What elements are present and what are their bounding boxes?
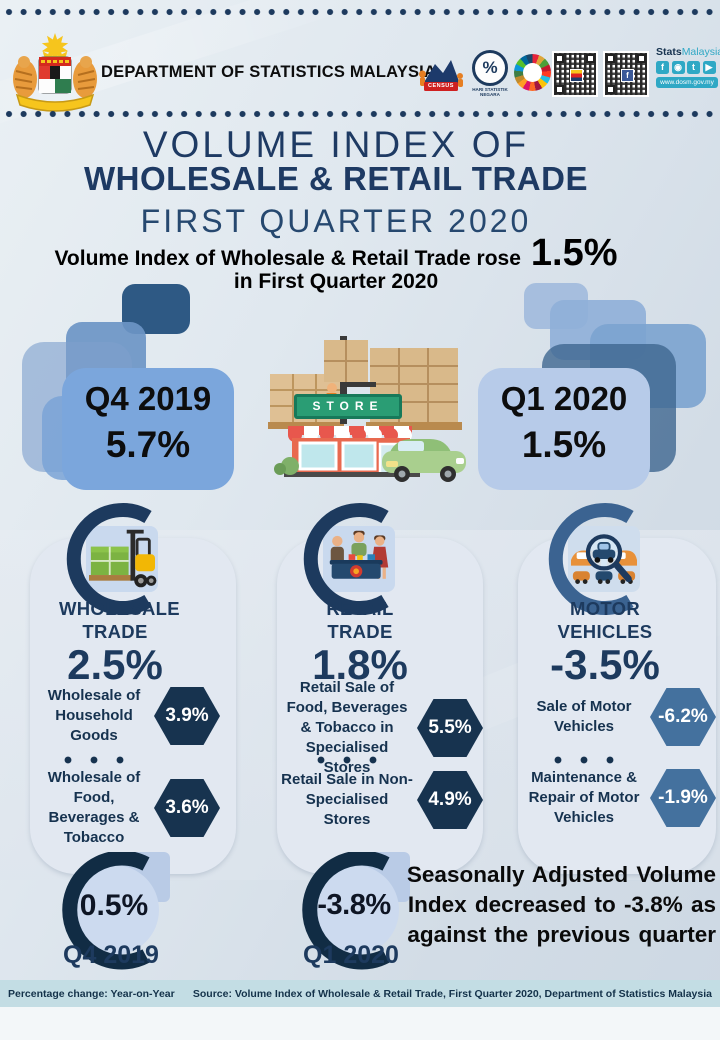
headline: Volume Index of Wholesale & Retail Trade…	[0, 232, 672, 275]
ring-arc	[303, 503, 389, 615]
sub-row: Wholesale of Household Goods 3.9%	[38, 686, 220, 746]
facebook-chip-icon: f	[621, 69, 634, 82]
quarter-box-q1-2020: Q1 2020 1.5%	[478, 368, 650, 490]
hexagon-value-badge: 3.9%	[154, 687, 220, 745]
store-warehouse-icon	[268, 336, 466, 482]
headline-text: Volume Index of Wholesale & Retail Trade…	[54, 247, 521, 270]
sector-ring-wholesale	[56, 500, 174, 618]
hexagon-value-badge: -6.2%	[650, 688, 716, 746]
store-illustration: STORE	[266, 330, 470, 482]
department-title: DEPARTMENT OF STATISTICS MALAYSIA	[101, 63, 437, 81]
sub-label: Wholesale of Household Goods	[47, 687, 141, 744]
sub-row: Maintenance & Repair of Motor Vehicles -…	[522, 768, 716, 828]
footer-source: Source: Volume Index of Wholesale & Reta…	[192, 987, 712, 1000]
sector-ring-motor	[538, 500, 656, 618]
badge-ring	[302, 850, 410, 970]
census-2020-logo: CENSUS	[418, 52, 464, 98]
title-wholesale-retail: WHOLESALE & RETAIL TRADE	[84, 160, 588, 197]
qr-corner	[555, 85, 564, 94]
ring-arc	[66, 503, 152, 615]
dotted-divider-header	[5, 110, 715, 118]
footer-bar: Percentage change: Year-on-Year Source: …	[0, 980, 720, 1007]
national-statistics-day-logo: % HARI STATISTIK NEGARA	[468, 50, 512, 102]
dots-separator	[64, 756, 124, 764]
brand-malaysia: Malaysia	[681, 46, 720, 58]
qr-corner	[606, 54, 615, 63]
hexagon-value-badge: 4.9%	[417, 771, 483, 829]
seasonal-badge-q4-2019: 0.5%	[52, 850, 170, 970]
sub-label: Retail Sale in Non-Specialised Stores	[281, 771, 413, 828]
sector-name-retail: RETAIL TRADE	[326, 598, 394, 642]
headline-suffix: in First Quarter 2020	[233, 270, 439, 293]
twitter-icon: t	[687, 61, 700, 74]
seasonal-badge-q1-2020: -3.8%	[292, 850, 410, 970]
title-volume-index: VOLUME INDEX OF	[142, 124, 530, 165]
quarter-value: 1.5%	[521, 424, 607, 465]
qr-code-2: f	[603, 51, 649, 97]
hexagon-value-badge: 5.5%	[417, 699, 483, 757]
qr-corner	[637, 54, 646, 63]
sub-row: Retail Sale in Non-Specialised Stores 4.…	[281, 770, 483, 830]
sub-row: Sale of Motor Vehicles -6.2%	[522, 688, 716, 746]
sdg-wheel-center	[523, 63, 542, 82]
ring-arc	[548, 503, 634, 615]
badge-label: Q1 2020	[303, 941, 399, 969]
qr-corner	[606, 85, 615, 94]
qr-code-1	[552, 51, 598, 97]
badge-ring	[62, 850, 170, 970]
sub-row: Wholesale of Food, Beverages & Tobacco 3…	[38, 768, 220, 848]
census-mountain-icon	[419, 60, 463, 91]
store-sign: STORE	[294, 394, 402, 419]
quarter-value: 5.7%	[105, 424, 191, 465]
instagram-icon: ◉	[671, 61, 685, 74]
youtube-icon: ▶	[702, 61, 716, 74]
badge-value: 0.5%	[79, 889, 149, 922]
retail-counter-icon	[323, 526, 395, 592]
brand-wordmark: StatsMalaysia	[656, 46, 720, 58]
malaysia-coat-of-arms	[13, 33, 97, 112]
seasonally-adjusted-note: Seasonally Adjusted Volume Index decreas…	[406, 862, 716, 947]
sector-name-motor: MOTOR VEHICLES	[557, 598, 653, 642]
qr-crest-chip	[570, 69, 583, 82]
statistics-day-label: HARI STATISTIK NEGARA	[472, 87, 508, 97]
sector-value-motor: -3.5%	[550, 641, 660, 688]
qr-corner	[586, 54, 595, 63]
car-magnifier-icon	[568, 526, 640, 592]
sector-name-wholesale: WHOLESALE TRADE	[59, 598, 180, 642]
quarter-box-q4-2019: Q4 2019 5.7%	[62, 368, 234, 490]
dotted-divider-top	[5, 8, 715, 16]
footer-bottom-space	[0, 1007, 720, 1040]
sub-label: Wholesale of Food, Beverages & Tobacco	[47, 769, 141, 846]
sub-label: Maintenance & Repair of Motor Vehicles	[528, 769, 640, 826]
census-logo-label: CENSUS	[428, 83, 454, 89]
headline-value: 1.5%	[530, 232, 618, 274]
sector-value-retail: 1.8%	[312, 641, 408, 688]
facebook-icon: f	[656, 61, 669, 74]
title-quarter: FIRST QUARTER 2020	[140, 203, 532, 239]
quarter-label: Q4 2019	[84, 380, 212, 417]
hexagon-value-badge: 3.6%	[154, 779, 220, 837]
badge-value: -3.8%	[317, 889, 391, 921]
forklift-icon	[86, 526, 158, 592]
sdg-wheel-logo	[514, 54, 551, 91]
hexagon-value-badge: -1.9%	[650, 769, 716, 827]
brand-stats: Stats	[656, 46, 682, 58]
footer-note-left: Percentage change: Year-on-Year	[8, 987, 175, 1000]
sector-ring-retail	[293, 500, 411, 618]
dots-separator	[554, 756, 614, 764]
social-icons-row: f ◉ t ▶	[656, 61, 718, 74]
sub-row: Retail Sale of Food, Beverages & Tobacco…	[281, 678, 483, 778]
sector-value-wholesale: 2.5%	[67, 641, 163, 688]
stats-malaysia-brand: StatsMalaysia f ◉ t ▶ www.dosm.gov.my	[656, 46, 720, 88]
quarter-label: Q1 2020	[500, 380, 628, 417]
sub-label: Sale of Motor Vehicles	[536, 698, 632, 735]
percent-icon: %	[482, 58, 498, 77]
statistics-day-circle: %	[472, 50, 508, 86]
badge-label: Q4 2019	[63, 941, 159, 969]
qr-corner	[555, 54, 564, 63]
dots-separator	[317, 756, 377, 764]
website-url: www.dosm.gov.my	[656, 77, 718, 88]
